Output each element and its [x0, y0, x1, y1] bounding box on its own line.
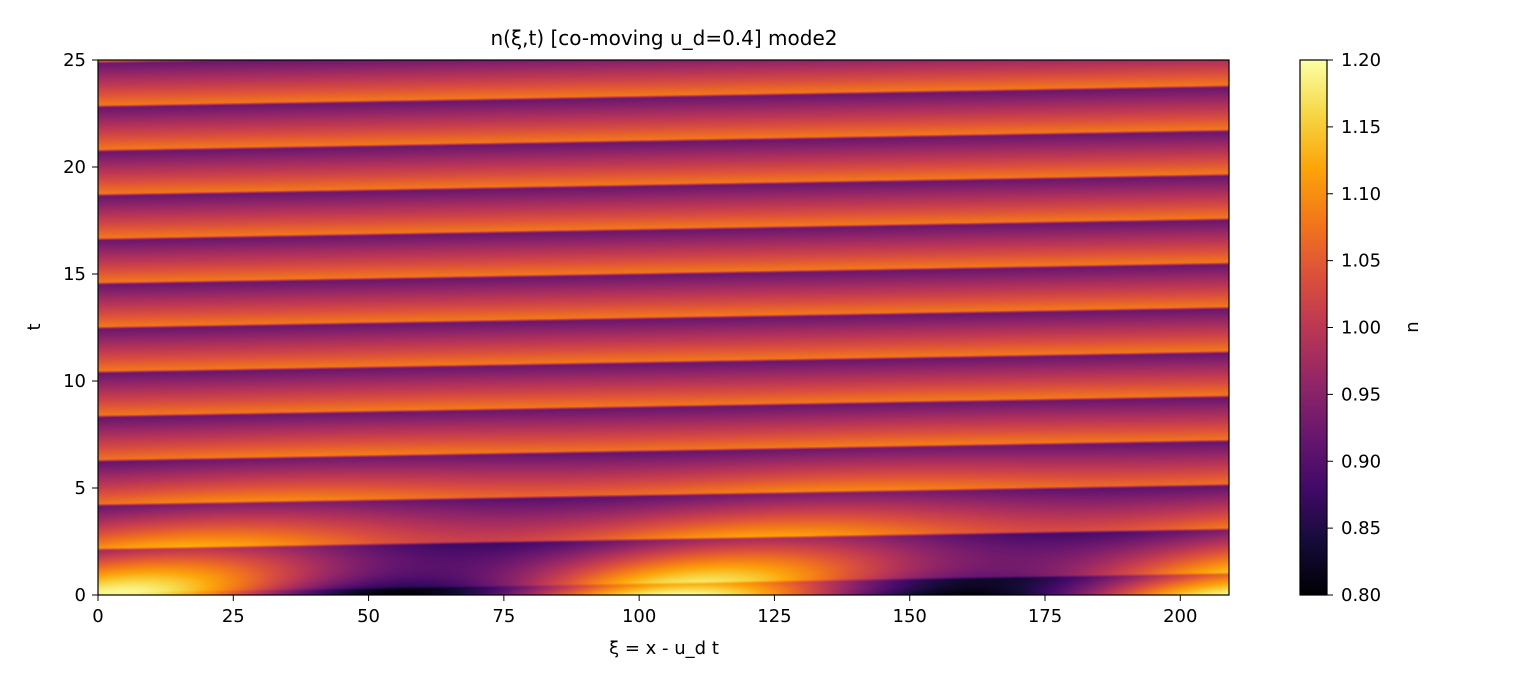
x-tick-label: 25 [222, 606, 245, 627]
x-axis-label: ξ = x - u_d t [609, 638, 719, 659]
y-axis: 0 5 10 15 20 25 [63, 50, 98, 606]
colorbar-tick-label: 0.90 [1341, 451, 1381, 472]
x-tick-label: 75 [492, 606, 515, 627]
y-tick-label: 5 [75, 478, 86, 499]
colorbar-tick-label: 0.85 [1341, 518, 1381, 539]
x-tick-label: 100 [622, 606, 656, 627]
colorbar-tick-label: 1.10 [1341, 184, 1381, 205]
heatmap-image-container [98, 60, 1229, 595]
plot-frame [97, 59, 1230, 596]
x-tick-label: 0 [92, 606, 103, 627]
colorbar-gradient [1300, 60, 1327, 595]
colorbar-label: n [1402, 321, 1423, 332]
chart-title: n(ξ,t) [co-moving u_d=0.4] mode2 [491, 26, 838, 50]
y-tick-label: 10 [63, 371, 86, 392]
y-tick-label: 20 [63, 157, 86, 178]
x-tick-label: 50 [357, 606, 380, 627]
y-tick-label: 15 [63, 264, 86, 285]
x-tick-label: 175 [1028, 606, 1062, 627]
colorbar-tick-label: 1.05 [1341, 251, 1381, 272]
heatmap-image [98, 60, 1229, 595]
colorbar-tick-label: 1.00 [1341, 318, 1381, 339]
y-tick-label: 25 [63, 50, 86, 71]
colorbar-image-container [1300, 60, 1327, 595]
colorbar-tick-label: 1.15 [1341, 117, 1381, 138]
x-tick-label: 200 [1163, 606, 1197, 627]
x-axis: 0 25 50 75 100 125 150 175 200 [92, 595, 1197, 627]
y-axis-label: t [24, 323, 45, 330]
colorbar-tick-label: 1.20 [1341, 50, 1381, 71]
colorbar-tick-label: 0.80 [1341, 585, 1381, 606]
colorbar-tick-label: 0.95 [1341, 384, 1381, 405]
x-tick-label: 125 [757, 606, 791, 627]
colorbar-axis: 0.80 0.85 0.90 0.95 1.00 1.05 1.10 1.15 1.20 [1327, 50, 1381, 606]
x-tick-label: 150 [893, 606, 927, 627]
y-tick-label: 0 [75, 585, 86, 606]
